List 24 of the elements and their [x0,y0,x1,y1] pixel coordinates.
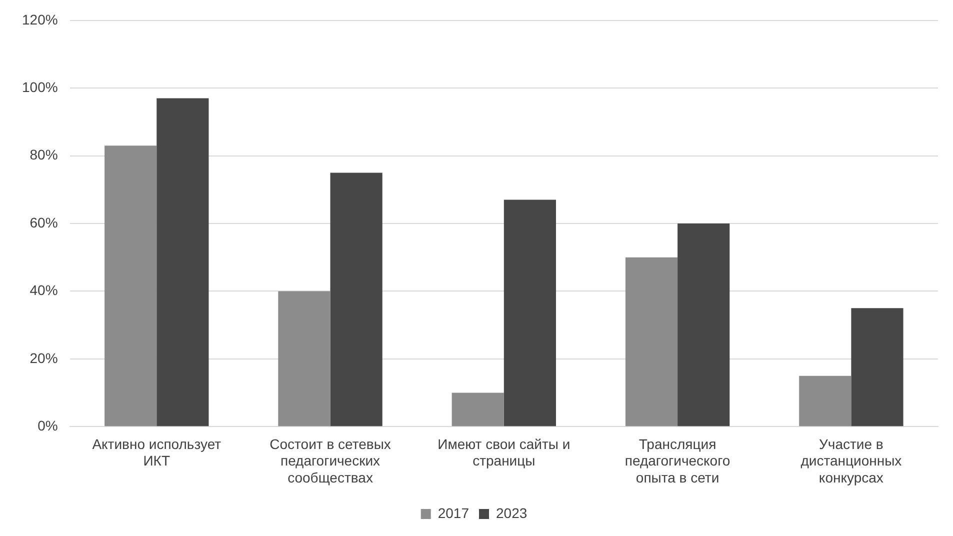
x-tick-label: Активно использует ИКТ [92,436,222,469]
bar [625,257,678,426]
bar [156,98,209,426]
y-tick-label: 60% [30,214,58,230]
legend-label: 2017 [438,504,470,521]
bar [452,392,504,426]
x-tick-label: Трансляция педагогического опыта в сети [624,436,730,486]
y-tick-label: 20% [30,350,58,366]
bar [104,146,157,426]
y-tick-label: 40% [30,282,58,298]
y-tick-label: 0% [38,417,58,434]
legend-label: 2023 [496,504,528,521]
bar [678,224,730,426]
x-tick-label: Имеют свои сайты и страницы [438,436,570,469]
bar [504,200,556,426]
x-tick-label: Участие в дистанционных конкурсах [800,436,902,486]
y-tick-label: 120% [22,11,58,28]
bar [851,308,904,426]
bar [330,172,382,426]
y-tick-label: 100% [22,78,58,95]
y-tick-label: 80% [30,146,58,163]
bar [278,291,330,426]
x-tick-label: Состоит в сетевых педагогических сообществах [270,436,391,486]
bar [799,376,852,426]
